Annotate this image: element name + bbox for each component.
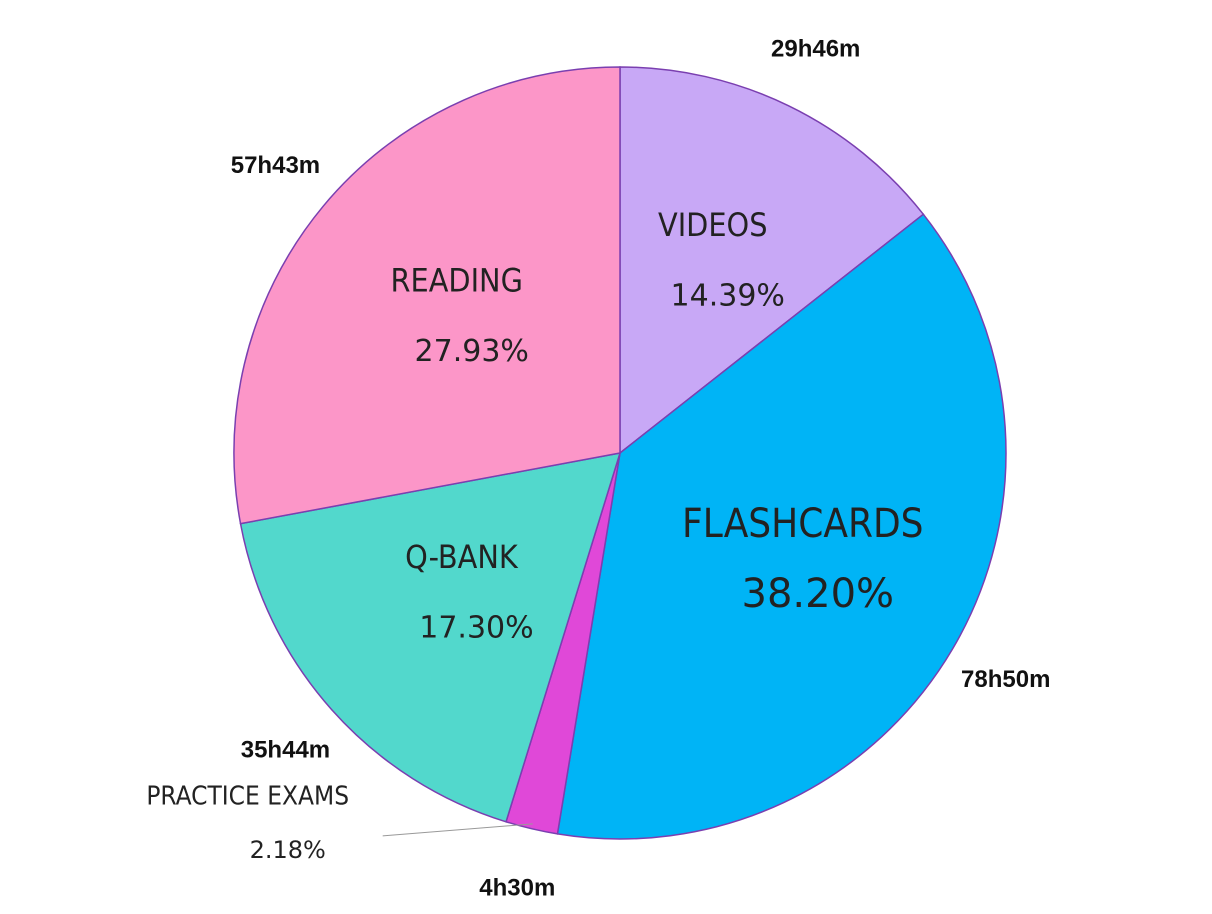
slice-name: VIDEOS [658, 206, 767, 244]
pie-slice [556, 213, 1007, 840]
duration-label: 4h30m [479, 874, 555, 901]
slice-percent: 27.93% [415, 334, 529, 369]
slice-percent: 17.30% [419, 611, 533, 646]
slice-percent: 38.20% [742, 571, 895, 617]
slice-name: FLASHCARDS [682, 501, 924, 547]
slice-name: PRACTICE EXAMS [146, 781, 349, 811]
slice-percent: 14.39% [671, 279, 785, 314]
duration-label: 57h43m [231, 152, 320, 179]
pie-slice [233, 66, 621, 525]
pie-slice [619, 66, 925, 455]
duration-label: 29h46m [771, 35, 860, 62]
duration-label: 78h50m [961, 666, 1050, 693]
pie-slice [239, 452, 622, 823]
duration-label: 35h44m [241, 736, 330, 763]
leader-line [382, 823, 533, 837]
slice-percent: 2.18% [250, 836, 326, 864]
slice-name: Q-BANK [405, 538, 519, 576]
slice-name: READING [391, 261, 523, 299]
